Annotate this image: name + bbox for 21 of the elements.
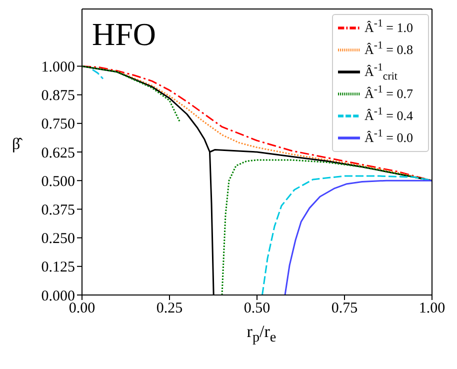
y-tick-label: 0.750	[41, 116, 75, 133]
x-tick-label: 0.50	[244, 300, 270, 317]
x-tick-label: 0.00	[68, 300, 96, 317]
annotation: HFO	[92, 16, 156, 52]
y-tick-label: 0.125	[41, 260, 75, 276]
y-tick-label: 0.625	[41, 145, 75, 162]
legend-label: Â$^{-1}$ = 1.0	[364, 17, 413, 35]
x-tick-label: 0.25	[156, 300, 183, 317]
legend-label: Â$^{-1}$ = 0.7	[364, 84, 413, 101]
y-tick-label: 0.250	[41, 231, 75, 248]
y-tick-label: 1.000	[41, 60, 75, 76]
x-tick-label: 1.00	[418, 300, 446, 317]
y-axis-title: β̂	[12, 136, 20, 153]
y-tick-label: 0.875	[41, 88, 75, 104]
legend-label: Â$^{-1}$ = 0.8	[364, 39, 413, 57]
y-tick-label: 0.500	[41, 174, 75, 190]
legend-label: Â$^{-1}$ = 0.4	[364, 106, 413, 123]
x-tick-label: 0.75	[331, 300, 358, 317]
x-axis-title: r$_{p}$/r$_{e}$	[246, 322, 276, 346]
y-tick-label: 0.375	[41, 202, 75, 219]
legend-label: Â$^{-1}$ = 0.0	[364, 128, 413, 145]
